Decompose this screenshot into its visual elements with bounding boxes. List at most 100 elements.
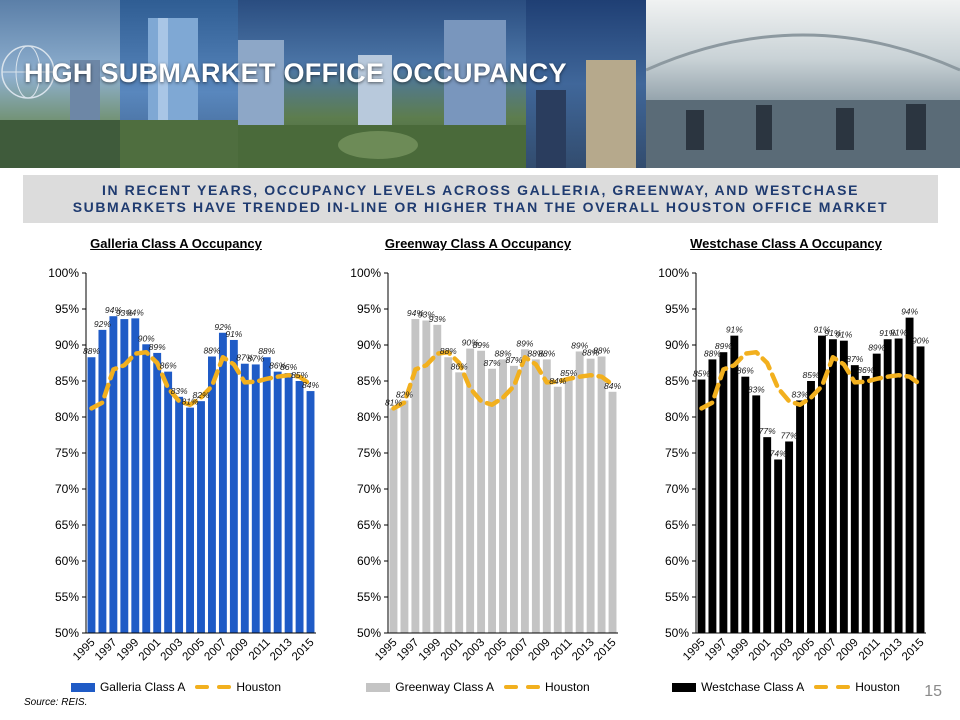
bar — [98, 329, 107, 633]
chart-title: Galleria Class A Occupancy — [90, 236, 262, 251]
y-tick-label: 85% — [665, 374, 689, 388]
bar — [87, 357, 96, 633]
bar — [730, 335, 739, 633]
legend-swatch-line — [504, 685, 540, 689]
x-tick-label: 2007 — [504, 637, 531, 664]
x-tick-label: 1997 — [93, 637, 120, 664]
bar — [153, 352, 162, 633]
y-tick-label: 50% — [357, 626, 381, 640]
y-tick-label: 95% — [357, 302, 381, 316]
bar — [218, 332, 227, 633]
data-label: 91% — [225, 329, 242, 339]
y-tick-label: 80% — [55, 410, 79, 424]
data-label: 84% — [302, 380, 319, 390]
legend-swatch-bar — [70, 682, 95, 692]
y-tick-label: 55% — [665, 590, 689, 604]
data-label: 90% — [912, 335, 929, 345]
y-tick-label: 75% — [665, 446, 689, 460]
bar — [295, 381, 304, 633]
banner-photo-aerial — [238, 0, 526, 168]
data-label: 87% — [484, 358, 501, 368]
x-tick-label: 2015 — [900, 637, 927, 664]
x-tick-label: 1997 — [395, 637, 422, 664]
bar — [916, 346, 925, 633]
data-label: 86% — [857, 365, 874, 375]
x-tick-label: 2003 — [159, 637, 186, 664]
data-label: 91% — [824, 328, 841, 338]
data-label: 77% — [781, 430, 798, 440]
x-tick-label: 2011 — [857, 637, 883, 663]
data-label: 91% — [835, 330, 852, 340]
chart-legend: Westchase Class A Houston — [630, 680, 942, 694]
data-label: 93% — [418, 310, 435, 320]
chart-title: Greenway Class A Occupancy — [384, 236, 572, 251]
bar — [894, 338, 903, 633]
houston-line — [391, 349, 615, 411]
header-banner: HIGH SUBMARKET OFFICE OCCUPANCY — [0, 0, 960, 168]
y-tick-label: 65% — [55, 518, 79, 532]
legend-label: Greenway Class A — [395, 680, 494, 694]
bar — [905, 317, 914, 633]
bar — [164, 371, 173, 633]
data-label: 93% — [116, 308, 133, 318]
legend-swatch-line — [814, 685, 851, 689]
data-label: 88% — [582, 348, 599, 358]
data-label: 82% — [396, 389, 413, 399]
data-label: 89% — [715, 341, 732, 351]
data-label: 83% — [792, 389, 809, 399]
data-label: 85% — [802, 370, 819, 380]
legend-item-houston: Houston — [195, 680, 281, 694]
galleria-chart: Galleria Class A Occupancy 100% 95% 90% 85%… — [20, 232, 332, 702]
legend-item-houston: Houston — [814, 680, 900, 694]
y-tick-label: 60% — [665, 554, 689, 568]
x-tick-label: 2007 — [202, 637, 229, 664]
bar — [839, 340, 848, 633]
data-label: 86% — [451, 361, 468, 371]
source-note: Source: REIS. — [24, 697, 88, 708]
bar — [142, 344, 151, 633]
data-label: 89% — [868, 343, 885, 353]
bar — [444, 357, 453, 633]
bar — [531, 359, 540, 633]
data-label: 87% — [236, 353, 253, 363]
y-tick-label: 75% — [357, 446, 381, 460]
data-label: 81% — [182, 397, 199, 407]
houston-line — [699, 349, 923, 411]
bar — [477, 350, 486, 633]
data-label: 89% — [149, 342, 166, 352]
bar — [186, 407, 194, 633]
bar — [883, 339, 892, 633]
data-label: 94% — [407, 308, 424, 318]
data-label: 85% — [291, 370, 308, 380]
data-label: 81% — [385, 397, 402, 407]
bar — [564, 378, 573, 633]
bar — [455, 372, 464, 633]
bar — [284, 373, 293, 633]
page-title: HIGH SUBMARKET OFFICE OCCUPANCY — [24, 58, 567, 88]
bar — [433, 324, 442, 633]
data-label: 84% — [549, 376, 566, 386]
bar — [697, 379, 706, 633]
bar — [400, 400, 409, 633]
legend-label: Westchase Class A — [701, 680, 805, 694]
x-tick-label: 1995 — [71, 637, 98, 664]
bar — [520, 349, 529, 633]
data-label: 90% — [462, 338, 479, 348]
chart-legend: Greenway Class A Houston — [322, 680, 634, 694]
data-label: 94% — [127, 307, 144, 317]
bar — [488, 368, 496, 633]
bar — [197, 401, 205, 633]
legend-label: Galleria Class A — [99, 680, 186, 694]
chart-plot: 100% 95% 90% 85% 80% 75% 70% 65% 60% 55% 50% 81%82%… — [350, 266, 621, 664]
bar — [785, 441, 794, 633]
data-label: 77% — [759, 426, 776, 436]
y-tick-label: 70% — [665, 482, 689, 496]
legend-swatch-bar — [366, 682, 391, 692]
bar — [553, 386, 562, 633]
x-tick-label: 2013 — [878, 637, 905, 664]
x-tick-label: 2015 — [592, 637, 619, 664]
bar — [109, 316, 118, 633]
data-label: 84% — [604, 381, 621, 391]
x-tick-label: 2005 — [791, 637, 818, 664]
bar — [575, 351, 584, 633]
